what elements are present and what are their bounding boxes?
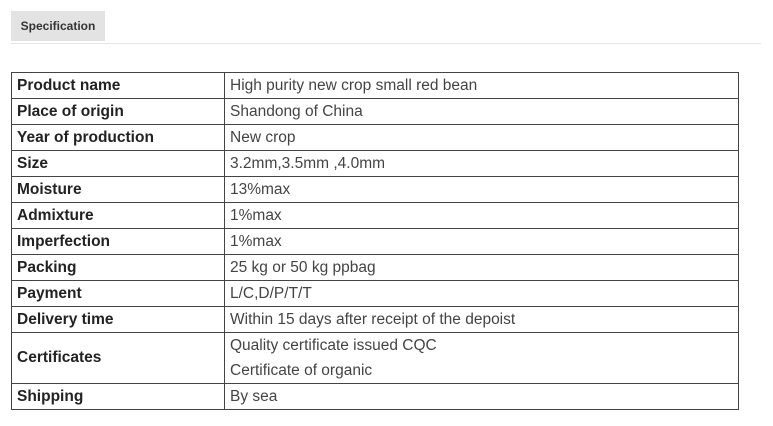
table-row: Imperfection 1%max	[11, 228, 739, 255]
table-row: Packing 25 kg or 50 kg ppbag	[11, 254, 739, 281]
spec-value-line: 1%max	[230, 207, 282, 224]
spec-value-line: By sea	[230, 388, 278, 405]
spec-value-line: L/C,D/P/T/T	[230, 285, 312, 302]
spec-value-line: High purity new crop small red bean	[230, 77, 478, 94]
spec-value: By sea	[224, 383, 739, 410]
spec-value: Quality certificate issued CQC Certificat…	[224, 332, 739, 384]
tab-divider	[11, 43, 761, 44]
table-row: Payment L/C,D/P/T/T	[11, 280, 739, 307]
spec-value-line: Within 15 days after receipt of the depo…	[230, 311, 516, 328]
tab-specification[interactable]: Specification	[11, 11, 105, 41]
spec-key: Product name	[11, 72, 225, 99]
spec-value: Within 15 days after receipt of the depo…	[224, 306, 739, 333]
spec-value: 3.2mm,3.5mm ,4.0mm	[224, 150, 739, 177]
table-row: Shipping By sea	[11, 383, 739, 410]
spec-value-line: 3.2mm,3.5mm ,4.0mm	[230, 155, 386, 172]
spec-key: Certificates	[11, 332, 225, 384]
spec-key: Moisture	[11, 176, 225, 203]
spec-key: Year of production	[11, 124, 225, 151]
spec-key: Delivery time	[11, 306, 225, 333]
spec-key: Packing	[11, 254, 225, 281]
spec-value: 25 kg or 50 kg ppbag	[224, 254, 739, 281]
table-row: Delivery time Within 15 days after receip…	[11, 306, 739, 333]
table-row: Certificates Quality certificate issued C…	[11, 332, 739, 384]
spec-value: 13%max	[224, 176, 739, 203]
spec-key: Admixture	[11, 202, 225, 229]
spec-value-line: Quality certificate issued CQC	[230, 337, 437, 354]
spec-value: L/C,D/P/T/T	[224, 280, 739, 307]
spec-value: High purity new crop small red bean	[224, 72, 739, 99]
spec-key: Place of origin	[11, 98, 225, 125]
spec-value: Shandong of China	[224, 98, 739, 125]
spec-value-line: 13%max	[230, 181, 291, 198]
table-row: Product name High purity new crop small r…	[11, 72, 739, 99]
table-row: Admixture 1%max	[11, 202, 739, 229]
table-row: Size 3.2mm,3.5mm ,4.0mm	[11, 150, 739, 177]
spec-value: New crop	[224, 124, 739, 151]
spec-value-line: Certificate of organic	[230, 362, 373, 379]
spec-value-line: 1%max	[230, 233, 282, 250]
spec-key: Size	[11, 150, 225, 177]
specification-table: Product name High purity new crop small r…	[11, 72, 739, 410]
spec-value: 1%max	[224, 228, 739, 255]
spec-value: 1%max	[224, 202, 739, 229]
spec-value-line: New crop	[230, 129, 296, 146]
spec-key: Imperfection	[11, 228, 225, 255]
spec-value-line: Shandong of China	[230, 103, 363, 120]
spec-value-line: 25 kg or 50 kg ppbag	[230, 259, 376, 276]
spec-key: Payment	[11, 280, 225, 307]
spec-key: Shipping	[11, 383, 225, 410]
table-row: Year of production New crop	[11, 124, 739, 151]
table-row: Moisture 13%max	[11, 176, 739, 203]
table-row: Place of origin Shandong of China	[11, 98, 739, 125]
